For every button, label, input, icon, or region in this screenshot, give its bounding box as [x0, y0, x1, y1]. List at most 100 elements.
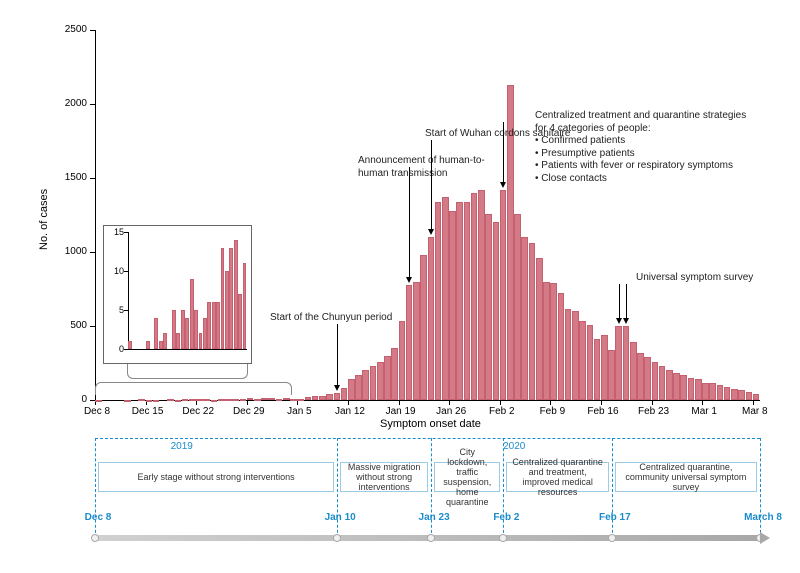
bar — [261, 398, 268, 400]
bar — [254, 399, 261, 401]
inset-bar — [234, 240, 238, 349]
y-axis-label: No. of cases — [38, 189, 50, 250]
period-tick — [760, 438, 761, 538]
period-p1: Early stage without strong interventions — [98, 462, 334, 492]
bar — [196, 399, 203, 401]
annotation-arrow — [503, 122, 504, 186]
bar — [449, 211, 456, 400]
bar — [724, 387, 731, 400]
bar — [420, 255, 427, 400]
bar — [319, 396, 326, 400]
bar — [189, 399, 196, 401]
bar — [138, 399, 145, 401]
bar — [312, 396, 319, 400]
annotation-arrow — [409, 167, 410, 281]
bar — [731, 389, 738, 400]
bar — [572, 311, 579, 400]
bar — [550, 283, 557, 400]
bar — [442, 197, 449, 400]
bar — [211, 400, 218, 402]
bar — [153, 400, 160, 402]
inset-bar — [229, 248, 233, 349]
x-tick — [753, 400, 754, 405]
bar — [124, 400, 131, 402]
inset-chart: 051015 — [103, 225, 252, 364]
bar — [290, 399, 297, 401]
bar — [536, 258, 543, 400]
y-tick — [90, 30, 95, 31]
period-date-d6: March 8 — [738, 512, 788, 523]
bar — [167, 399, 174, 401]
y-tick-label: 0 — [47, 394, 87, 405]
x-tick-label: Dec 8 — [77, 406, 117, 417]
bar — [391, 348, 398, 400]
x-tick — [702, 400, 703, 405]
annotation-chunyun: Start of the Chunyun period — [270, 312, 410, 325]
annotation-arrowhead — [616, 318, 622, 324]
bar — [637, 353, 644, 400]
annotation-human: Announcement of human-to-human transmiss… — [358, 155, 508, 180]
bar — [283, 398, 290, 400]
bar — [471, 193, 478, 400]
bar — [268, 398, 275, 400]
bar — [146, 400, 153, 402]
bar — [413, 282, 420, 400]
y-tick-label: 2500 — [47, 24, 87, 35]
y-tick-label: 2000 — [47, 98, 87, 109]
bar — [709, 383, 716, 400]
inset-bar — [159, 341, 163, 349]
x-tick — [196, 400, 197, 405]
bar — [218, 399, 225, 401]
x-tick-label: Feb 9 — [532, 406, 572, 417]
y-tick-label: 1000 — [47, 246, 87, 257]
inset-bar — [243, 263, 247, 349]
bar — [370, 366, 377, 400]
annotation-arrowhead — [406, 277, 412, 283]
bar — [399, 321, 406, 400]
bar — [355, 375, 362, 400]
bar — [464, 202, 471, 400]
period-date-d2: Jan 10 — [315, 512, 365, 523]
inset-bar — [163, 333, 167, 349]
y-tick — [90, 178, 95, 179]
x-axis-label: Symptom onset date — [380, 418, 481, 430]
y-axis — [95, 30, 96, 400]
inset-bar — [154, 318, 158, 349]
timeline-arrowhead — [760, 532, 770, 544]
x-tick — [500, 400, 501, 405]
inset-bar — [181, 310, 185, 349]
y-tick — [90, 104, 95, 105]
x-tick — [399, 400, 400, 405]
y-tick — [90, 326, 95, 327]
inset-y-tick-label: 0 — [106, 344, 124, 354]
bar — [659, 366, 666, 400]
inset-brace — [127, 364, 248, 379]
bar — [615, 326, 622, 400]
bar — [334, 393, 341, 400]
x-tick-label: Feb 16 — [583, 406, 623, 417]
annotation-arrowhead — [500, 182, 506, 188]
bar — [384, 356, 391, 400]
bar — [203, 399, 210, 401]
annotation-arrowhead — [623, 318, 629, 324]
inset-bar — [216, 302, 220, 349]
x-tick-label: Feb 23 — [634, 406, 674, 417]
annotation-arrowhead — [334, 385, 340, 391]
bar — [673, 373, 680, 400]
bar — [587, 325, 594, 400]
bar — [746, 392, 753, 400]
period-date-d3: Jan 23 — [409, 512, 459, 523]
inset-bar — [238, 294, 242, 349]
x-tick-label: Feb 2 — [482, 406, 522, 417]
inset-bar — [190, 279, 194, 349]
period-date-d1: Dec 8 — [73, 512, 123, 523]
bar — [485, 214, 492, 400]
annotation-arrow — [619, 284, 620, 322]
bar — [95, 400, 102, 402]
inset-bar — [199, 333, 203, 349]
timeline-dot — [608, 534, 616, 542]
bar — [297, 399, 304, 401]
bar — [529, 243, 536, 400]
bar — [456, 202, 463, 400]
y-tick-label: 500 — [47, 320, 87, 331]
